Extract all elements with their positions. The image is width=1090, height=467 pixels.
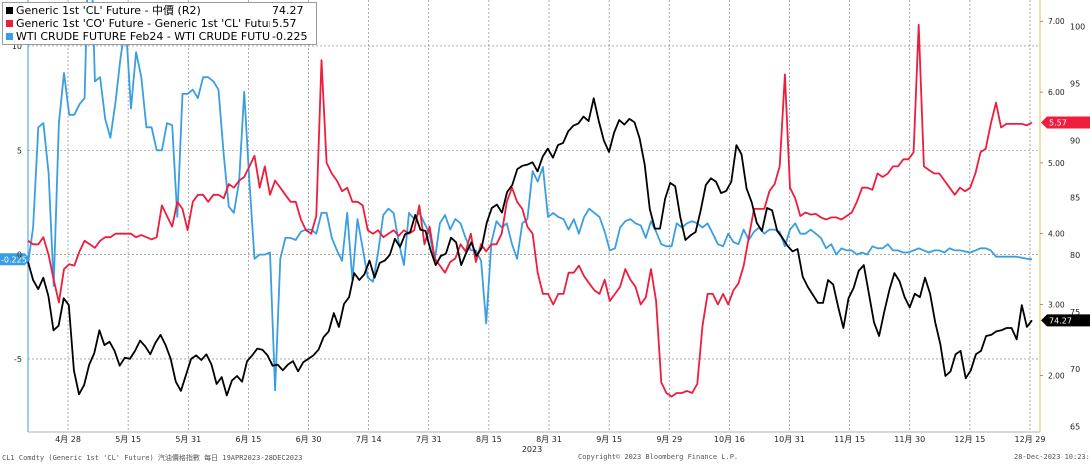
legend-item-cl-future: Generic 1st 'CL' Future - 中價 (R2) 74.27 — [6, 4, 312, 17]
y-tick-label-r2: 100 — [1070, 22, 1085, 31]
footer-copyright: Copyright© 2023 Bloomberg Finance L.P. — [578, 453, 739, 461]
svg-text:-0.225: -0.225 — [1, 255, 27, 264]
x-tick-label: 9月 29 — [656, 435, 682, 444]
y-tick-label-r2: 95 — [1070, 79, 1080, 88]
x-tick-label: 9月 15 — [596, 435, 622, 444]
series-line-co-cl-spread — [27, 23, 1033, 398]
y-tick-label-r2: 70 — [1070, 365, 1080, 374]
legend-value-co-cl: 5.57 — [272, 17, 297, 30]
x-tick-label: 4月 28 — [55, 435, 81, 444]
legend-value-wti: -0.225 — [272, 30, 308, 43]
y-tick-label-r2: 85 — [1070, 194, 1080, 203]
legend-swatch-co-cl — [6, 20, 13, 27]
y-tick-label-r1: 5.00 — [1048, 159, 1065, 168]
legend-label-cl: Generic 1st 'CL' Future - 中價 (R2) — [16, 4, 201, 17]
x-tick-label: 12月 15 — [954, 435, 985, 444]
x-tick-label: 10月 31 — [774, 435, 805, 444]
y-tick-label-r1: 2.00 — [1048, 371, 1065, 380]
x-tick-label: 6月 30 — [296, 435, 322, 444]
svg-text:5.57: 5.57 — [1049, 119, 1067, 128]
legend-value-cl: 74.27 — [272, 4, 304, 17]
x-tick-label: 6月 15 — [235, 435, 261, 444]
y-tick-label-left: -5 — [14, 355, 22, 364]
x-tick-label: 7月 31 — [416, 435, 442, 444]
y-tick-label-r1: 7.00 — [1048, 17, 1065, 26]
y-tick-label-r2: 75 — [1070, 308, 1080, 317]
x-tick-label: 8月 31 — [536, 435, 562, 444]
x-tick-label: 11月 15 — [834, 435, 865, 444]
plot-area — [28, 0, 1040, 432]
x-tick-label: 8月 15 — [476, 435, 502, 444]
y-tick-label-left: 10 — [12, 42, 22, 51]
legend: Generic 1st 'CL' Future - 中價 (R2) 74.27 … — [2, 2, 317, 45]
x-tick-label: 5月 31 — [175, 435, 201, 444]
y-tick-label-r2: 90 — [1070, 137, 1080, 146]
y-tick-label-r1: 4.00 — [1048, 230, 1065, 239]
footer-left-text: CL1 Comdty (Generic 1st 'CL' Future) 汽油價… — [2, 454, 303, 462]
legend-item-co-cl-spread: Generic 1st 'CO' Future - Generic 1st 'C… — [6, 17, 312, 30]
legend-label-co-cl: Generic 1st 'CO' Future - Generic 1st 'C… — [16, 17, 270, 30]
series-line-wti-spread — [27, 0, 1033, 392]
legend-swatch-wti — [6, 33, 13, 40]
y-tick-label-left: 0 — [17, 251, 22, 260]
y-tick-label-left: 5 — [17, 146, 22, 155]
y-tick-label-r2: 65 — [1070, 422, 1080, 431]
x-tick-label: 7月 14 — [356, 435, 382, 444]
y-tick-label-r1: 6.00 — [1048, 88, 1065, 97]
legend-swatch-cl — [6, 7, 13, 14]
series-line-cl-future — [27, 97, 1033, 397]
last-value-tag-right1: 5.57 — [1041, 116, 1090, 129]
x-year-label: 2023 — [522, 445, 542, 454]
legend-item-wti-spread: WTI CRUDE FUTURE Feb24 - WTI CRUDE FUTUR… — [6, 30, 312, 43]
legend-label-wti: WTI CRUDE FUTURE Feb24 - WTI CRUDE FUTUR… — [16, 30, 270, 43]
footer-timestamp: 28-Dec-2023 10:23:16 — [1014, 453, 1090, 461]
y-tick-label-r1: 3.00 — [1048, 301, 1065, 310]
x-tick-label: 10月 16 — [714, 435, 745, 444]
last-value-tag-left: -0.225 — [0, 253, 30, 266]
x-tick-label: 5月 15 — [115, 435, 141, 444]
svg-text:74.27: 74.27 — [1049, 316, 1072, 325]
y-tick-label-r2: 80 — [1070, 251, 1080, 260]
x-tick-label: 11月 30 — [894, 435, 925, 444]
last-value-tag-right2: 74.27 — [1041, 314, 1090, 327]
x-tick-label: 12月 29 — [1015, 435, 1046, 444]
